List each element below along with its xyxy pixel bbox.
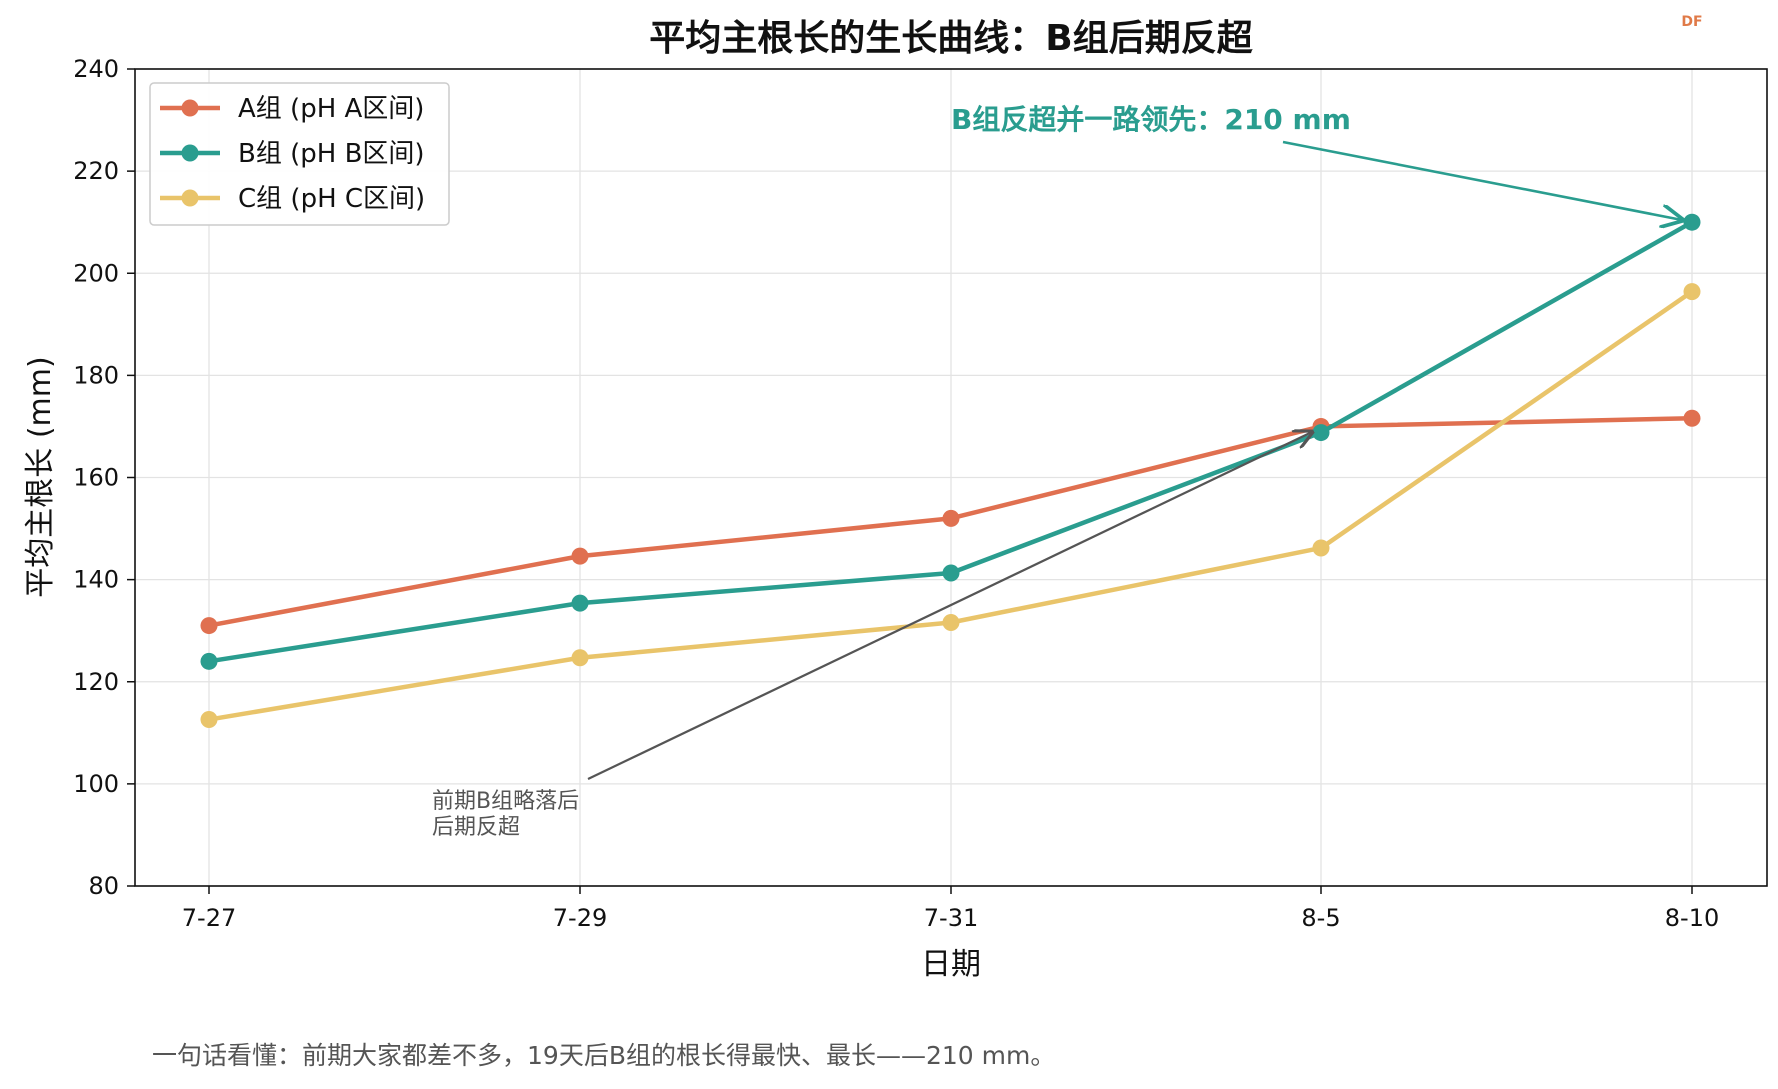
x-tick-label: 8-10 bbox=[1665, 904, 1719, 932]
x-axis: 7-27 7-29 7-31 8-5 8-10 bbox=[182, 886, 1719, 932]
data-point bbox=[1683, 409, 1701, 427]
y-tick-label: 100 bbox=[73, 770, 119, 798]
data-point bbox=[571, 547, 589, 565]
annotation-b-lead: B组反超并一路领先：210 mm bbox=[951, 103, 1351, 136]
data-point bbox=[200, 617, 218, 635]
legend-label: B组 (pH B区间) bbox=[238, 139, 425, 169]
watermark-logo: DF bbox=[1681, 14, 1702, 30]
legend: A组 (pH A区间) B组 (pH B区间) C组 (pH C区间) bbox=[149, 82, 450, 226]
y-tick-label: 80 bbox=[88, 872, 119, 900]
footnote: 一句话看懂：前期大家都差不多，19天后B组的根长得最快、最长——210 mm。 bbox=[152, 1041, 1055, 1070]
y-tick-label: 220 bbox=[73, 157, 119, 185]
annotation-b-lead-arrow bbox=[1282, 140, 1682, 220]
legend-item: A组 (pH A区间) bbox=[160, 94, 424, 124]
y-tick-label: 240 bbox=[73, 55, 119, 83]
legend-swatch-marker bbox=[181, 144, 199, 162]
legend-label: A组 (pH A区间) bbox=[238, 94, 424, 124]
legend-item: C组 (pH C区间) bbox=[160, 184, 425, 214]
chart-title: 平均主根长的生长曲线：B组后期反超 bbox=[649, 18, 1253, 59]
x-tick-label: 7-31 bbox=[924, 904, 978, 932]
data-point bbox=[942, 614, 960, 632]
y-tick-label: 140 bbox=[73, 566, 119, 594]
data-point bbox=[571, 594, 589, 612]
x-tick-label: 7-29 bbox=[553, 904, 607, 932]
series-lines bbox=[200, 213, 1701, 729]
y-axis: 80 100 120 140 160 180 200 220 240 bbox=[73, 55, 135, 900]
series-2 bbox=[200, 283, 1701, 729]
data-point bbox=[1312, 539, 1330, 557]
x-axis-label: 日期 bbox=[921, 947, 981, 982]
legend-swatch-marker bbox=[181, 189, 199, 207]
annotation-early-lag-line1: 前期B组略落后 bbox=[432, 789, 579, 814]
data-point bbox=[1312, 424, 1330, 442]
data-point bbox=[1683, 283, 1701, 301]
x-tick-label: 8-5 bbox=[1301, 904, 1340, 932]
y-tick-label: 160 bbox=[73, 464, 119, 492]
legend-item: B组 (pH B区间) bbox=[160, 139, 425, 169]
x-tick-label: 7-27 bbox=[182, 904, 236, 932]
data-point bbox=[942, 564, 960, 582]
data-point bbox=[200, 711, 218, 729]
legend-label: C组 (pH C区间) bbox=[238, 184, 425, 214]
grid-lines bbox=[135, 68, 1767, 887]
data-point bbox=[942, 509, 960, 527]
data-point bbox=[200, 652, 218, 670]
y-axis-label: 平均主根长 (mm) bbox=[23, 356, 58, 597]
y-tick-label: 200 bbox=[73, 259, 119, 287]
legend-box bbox=[149, 82, 450, 226]
y-tick-label: 120 bbox=[73, 668, 119, 696]
data-point bbox=[571, 649, 589, 667]
legend-swatch-marker bbox=[181, 99, 199, 117]
annotation-early-lag-line2: 后期反超 bbox=[432, 815, 520, 840]
annotation-early-lag-arrow bbox=[587, 432, 1312, 780]
data-point bbox=[1683, 213, 1701, 231]
y-tick-label: 180 bbox=[73, 361, 119, 389]
